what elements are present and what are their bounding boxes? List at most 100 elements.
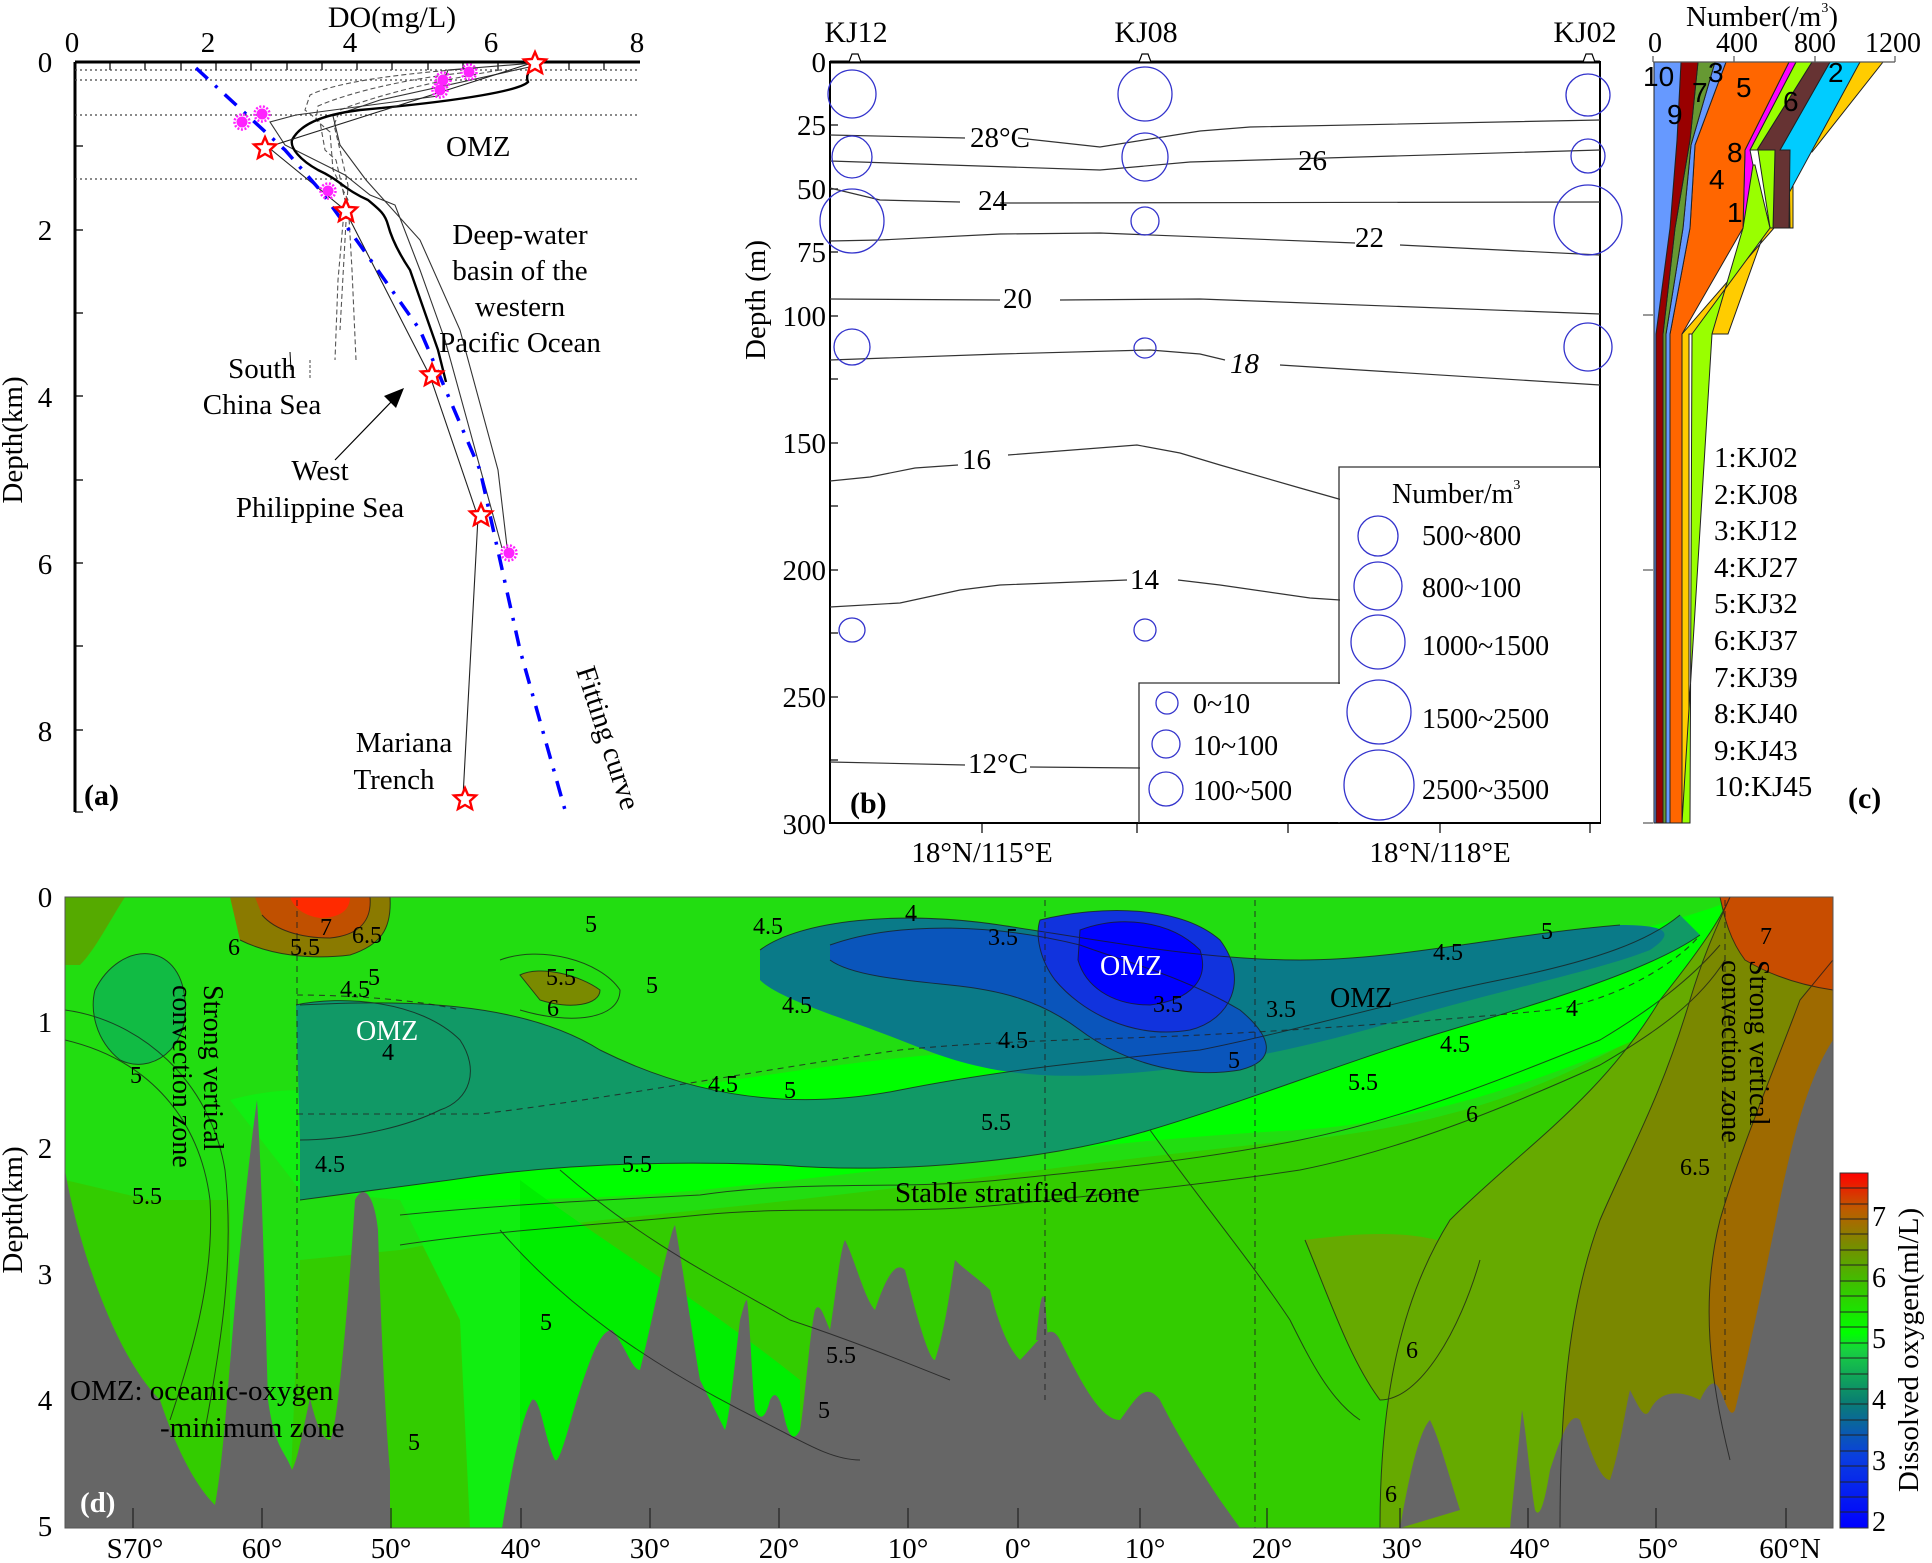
contour-label: 5: [585, 912, 597, 938]
legend-label: 10~100: [1193, 731, 1278, 762]
omz-label: OMZ: [1330, 983, 1392, 1014]
legend-item: 7:KJ39: [1714, 661, 1798, 694]
band-label: 7: [1692, 77, 1708, 108]
colorbar: 2 3 4 5 6 7 Dissolved oxygen(ml/L): [1839, 1172, 1925, 1538]
footnote-line: OMZ: oceanic-oxygen: [70, 1375, 334, 1407]
station-marker-icon: [1582, 53, 1596, 63]
colorbar-ticks: 2 3 4 5 6 7: [1872, 1202, 1886, 1538]
contour-label: 4.5: [1433, 940, 1463, 966]
panel-c-title-end: ): [1828, 1, 1838, 33]
station-label: KJ12: [824, 16, 887, 49]
x-tick-label: 18°N/115°E: [911, 837, 1052, 869]
station-markers: [848, 53, 1596, 63]
panel-b-label: (b): [850, 787, 887, 820]
legend-label: 0~10: [1193, 689, 1250, 720]
contour-label: 5: [1541, 919, 1553, 945]
panel-a-y-ticks: 0 2 4 6 8: [38, 47, 53, 748]
isotherm-label: 20: [1003, 283, 1032, 315]
isotherm-label: 24: [978, 185, 1008, 217]
y-tick-label: 250: [783, 682, 827, 714]
convection-zone-left: Strong vertical convection zone: [166, 985, 228, 1168]
colorbar-tick: 6: [1872, 1263, 1886, 1294]
contour-label: 5.5: [981, 1110, 1011, 1136]
panel-a-x-ticks: 0 2 4 6 8: [65, 27, 645, 59]
mariana-trench-label: Mariana Trench: [353, 727, 452, 796]
contour-label: 4.5: [340, 977, 370, 1003]
panel-d-ylabel: Depth(km): [0, 1146, 29, 1273]
legend-label: 500~800: [1422, 521, 1521, 552]
contour-label: 7: [320, 915, 332, 941]
isotherm-labels: 28°C 26 24 22 20 18 16 14 12°C: [962, 122, 1384, 780]
x-tick-label: 0: [1648, 28, 1662, 59]
contour-label: 5.5: [622, 1152, 652, 1178]
omz-label: OMZ: [446, 131, 510, 163]
contour-label: 5: [784, 1078, 796, 1104]
label-line: Pacific Ocean: [439, 327, 601, 359]
contour-label: 5: [1228, 1048, 1240, 1074]
label-line: Strong vertical: [1743, 960, 1774, 1126]
x-tick-label: 0: [65, 27, 80, 59]
contour-label: 5: [818, 1398, 830, 1424]
x-tick-label: 50°: [1638, 1533, 1679, 1563]
legend-item: 2:KJ08: [1714, 478, 1798, 511]
x-tick-label: 10°: [888, 1533, 929, 1563]
omz-footnote: OMZ: oceanic-oxygen -minimum zone: [70, 1375, 344, 1444]
contour-label: 6: [1406, 1338, 1418, 1364]
contour-label: 5.5: [1348, 1070, 1378, 1096]
contour-label: 6.5: [352, 923, 382, 949]
band-labels: 10 9 7 3 5 4 1 8 6 2: [1643, 57, 1844, 228]
legend-label: 800~100: [1422, 573, 1521, 604]
west-philippine-sea-label: West Philippine Sea: [236, 455, 404, 524]
contour-label: 3.5: [988, 925, 1018, 951]
panel-a-label: (a): [84, 779, 119, 812]
legend-title: Number/m3: [1392, 478, 1520, 510]
omz-labels: OMZ OMZ OMZ: [356, 951, 1392, 1047]
panel-b-y-ticks: 0 25 50 75 100 150 200 250 300: [783, 47, 827, 841]
y-tick-label: 4: [38, 382, 53, 414]
panel-d-x-ticks: S70° 60° 50° 40° 30° 20° 10° 0° 10° 20° …: [107, 1533, 1821, 1563]
panel-a: DO(mg/L) 0 2 4 6 8 0 2 4 6: [0, 1, 646, 814]
label-line: Deep-water: [452, 219, 588, 251]
x-tick-label: 1200: [1865, 28, 1921, 59]
x-tick-label: 18°N/118°E: [1369, 837, 1510, 869]
panel-a-title: DO(mg/L): [328, 1, 456, 34]
legend-item: 9:KJ43: [1714, 734, 1798, 767]
panel-c-title: Number(/m3): [1686, 1, 1838, 33]
deep-basin-label: Deep-water basin of the western Pacific …: [439, 219, 601, 359]
legend-item: 6:KJ37: [1714, 624, 1798, 657]
colorbar-tick: 7: [1872, 1202, 1886, 1233]
fitting-curve-label: Fitting curve: [569, 662, 645, 814]
panel-b-ylabel: Depth (m): [740, 240, 772, 360]
y-tick-label: 75: [797, 237, 826, 269]
footnote-line: -minimum zone: [160, 1412, 344, 1444]
label-line: convection zone: [1715, 960, 1746, 1143]
contour-label: 3.5: [1153, 992, 1183, 1018]
y-tick-label: 3: [38, 1259, 53, 1291]
omz-label: OMZ: [356, 1016, 418, 1047]
colorbar-tick: 3: [1872, 1446, 1886, 1477]
label-line: China Sea: [203, 389, 322, 421]
legend-label: 100~500: [1193, 776, 1292, 807]
isotherm-label: 28°C: [970, 122, 1030, 154]
contour-label: 5.5: [546, 965, 576, 991]
convection-zone-right: Strong vertical convection zone: [1715, 960, 1774, 1143]
legend-title-sup: 3: [1513, 478, 1520, 493]
station-labels: KJ12 KJ08 KJ02: [824, 16, 1616, 49]
y-tick-label: 100: [783, 301, 827, 333]
y-tick-label: 150: [783, 428, 827, 460]
contour-label: 3.5: [1266, 997, 1296, 1023]
label-line: West: [291, 455, 348, 487]
legend-item: 4:KJ27: [1714, 551, 1798, 584]
do-section-heatmap: [65, 897, 1833, 1528]
contour-label: 4.5: [782, 993, 812, 1019]
station-label: KJ08: [1114, 16, 1177, 49]
contour-label: 5: [368, 965, 380, 991]
x-tick-label: 8: [630, 27, 645, 59]
panel-d-label: (d): [80, 1487, 115, 1519]
contour-label: 6: [1385, 1482, 1397, 1508]
panel-c-label: (c): [1848, 782, 1881, 815]
label-line: basin of the: [452, 255, 587, 287]
band-label: 3: [1708, 57, 1724, 88]
y-tick-label: 6: [38, 549, 53, 581]
x-tick-label: 10°: [1125, 1533, 1166, 1563]
